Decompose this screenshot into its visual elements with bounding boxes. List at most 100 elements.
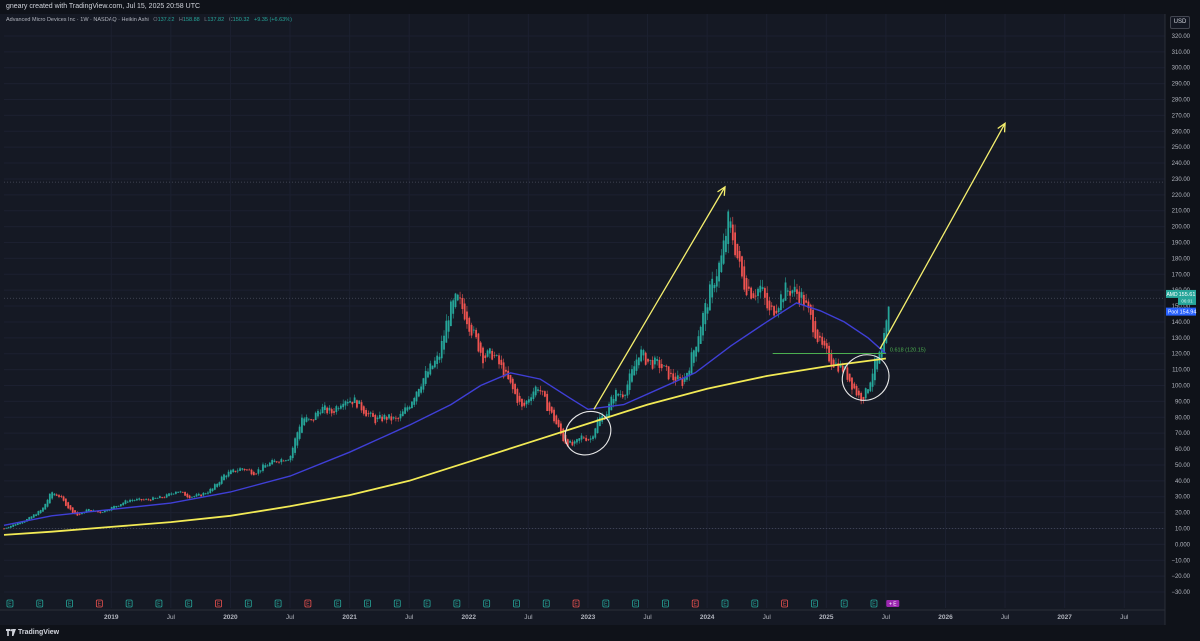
candle-body — [681, 377, 684, 386]
candle-body — [846, 367, 849, 380]
earnings-marker-label: E — [545, 602, 549, 608]
candle-body — [475, 329, 478, 338]
candle-body — [511, 378, 514, 390]
earnings-marker — [155, 599, 163, 608]
footer-brand[interactable]: TradingView — [18, 629, 60, 636]
candle-body — [106, 510, 109, 512]
amd-price-tag — [1178, 289, 1196, 305]
candle-body — [152, 497, 154, 501]
candle-body — [275, 461, 278, 463]
candle-body — [516, 388, 519, 403]
earnings-marker — [691, 599, 699, 608]
earnings-marker — [274, 599, 282, 608]
candle-body — [770, 305, 773, 307]
candle-body — [241, 468, 244, 470]
candle-body — [124, 500, 127, 504]
candle-body — [798, 291, 801, 304]
candle-body — [484, 355, 487, 359]
candle-body — [360, 402, 363, 411]
candle-body — [837, 363, 840, 372]
candle-body — [236, 470, 239, 472]
candle-body — [433, 360, 436, 368]
candle-body — [333, 411, 335, 413]
candle-body — [502, 362, 505, 378]
candle-body — [479, 342, 482, 353]
candle-body — [711, 278, 714, 298]
tradingview-logo-icon[interactable] — [6, 629, 16, 639]
candle-body — [420, 386, 423, 393]
candle-body — [415, 391, 418, 402]
candle-body — [211, 488, 214, 491]
candle-body — [339, 405, 342, 409]
candle-body — [841, 365, 844, 372]
high-value: 158.88 — [182, 17, 200, 23]
open-value: 137.82 — [157, 17, 175, 23]
candle-body — [864, 388, 867, 399]
x-tick-label: 2021 — [342, 614, 357, 621]
x-tick-label: 2027 — [1057, 614, 1072, 621]
earnings-marker — [632, 599, 640, 608]
candle-body — [37, 511, 40, 516]
candle-body — [69, 505, 72, 510]
candle-body — [252, 472, 255, 476]
candle-body — [592, 436, 594, 440]
candle-body — [133, 500, 136, 501]
earnings-marker — [423, 599, 431, 608]
currency-button[interactable]: USD — [1170, 16, 1190, 29]
candle-body — [830, 353, 833, 366]
x-tick-label: 2020 — [223, 614, 238, 621]
y-tick-label: 70.00 — [1175, 431, 1191, 437]
earnings-marker-label: E — [217, 602, 221, 608]
candle-body — [596, 419, 599, 434]
candle-body — [800, 292, 803, 298]
candle-body — [209, 488, 212, 494]
candle-body — [876, 357, 879, 370]
candle-body — [676, 375, 679, 380]
candle-body — [862, 397, 865, 400]
projection-arrow-head — [997, 122, 1006, 133]
candle-body — [404, 407, 406, 414]
candle-body — [248, 469, 251, 471]
candle-body — [408, 407, 411, 409]
y-tick-label: 10.00 — [1175, 527, 1191, 533]
candle-body — [867, 389, 869, 394]
candle-body — [821, 336, 824, 345]
candle-body — [108, 509, 111, 511]
earnings-marker — [602, 599, 610, 608]
earnings-marker — [304, 599, 312, 608]
candle-body — [857, 390, 860, 396]
candle-body — [855, 385, 858, 396]
candle-body — [90, 510, 92, 512]
candle-body — [5, 527, 8, 529]
candle-body — [782, 299, 785, 303]
candle-body — [745, 278, 748, 296]
y-tick-label: 180.00 — [1172, 256, 1191, 262]
x-tick-label: Jul — [882, 614, 891, 621]
candle-body — [356, 400, 358, 408]
earnings-marker — [6, 599, 14, 608]
low-value: 137.82 — [207, 17, 225, 23]
candle-body — [30, 516, 33, 519]
earnings-marker — [95, 599, 103, 608]
footer-bar: TradingView — [0, 625, 1200, 641]
candle-body — [372, 413, 374, 417]
candle-body — [365, 410, 368, 417]
candle-body — [537, 389, 539, 391]
earnings-marker — [66, 599, 73, 608]
candle-body — [310, 419, 313, 420]
candle-body — [21, 521, 24, 524]
candle-body — [184, 491, 186, 496]
candle-body — [729, 221, 732, 228]
candle-body — [518, 395, 521, 402]
earnings-marker — [364, 599, 371, 608]
candle-body — [647, 358, 649, 362]
candle-body — [525, 400, 528, 405]
candle-body — [138, 498, 141, 500]
candle-body — [741, 256, 743, 277]
candle-body — [314, 412, 317, 421]
candle-body — [488, 348, 491, 354]
candle-body — [466, 311, 468, 325]
earnings-marker — [125, 599, 133, 608]
top-bar: gneary created with TradingView.com, Jul… — [0, 0, 1200, 14]
candle-body — [738, 250, 741, 262]
